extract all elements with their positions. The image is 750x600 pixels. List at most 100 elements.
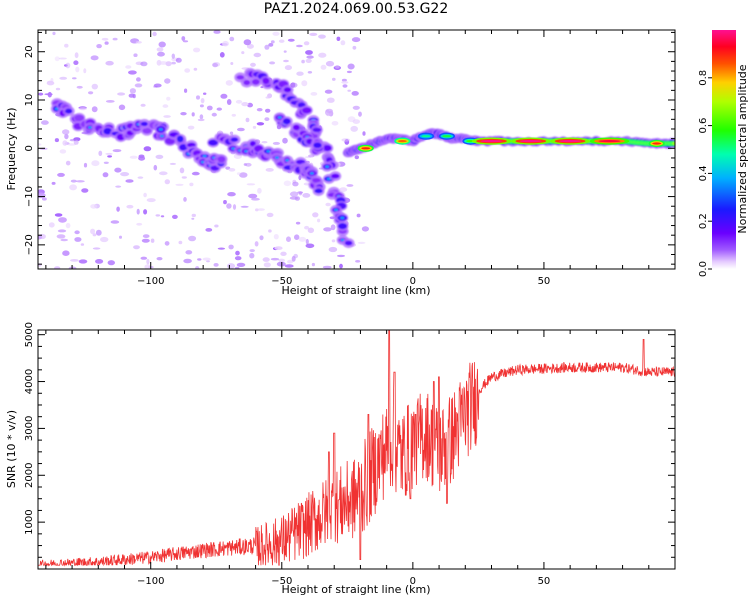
heatmap-noise-blob <box>80 243 85 246</box>
heatmap-noise-blob <box>135 41 142 44</box>
heatmap-noise-blob <box>268 229 272 233</box>
heatmap-noise-blob <box>146 258 150 265</box>
ridge-blob <box>331 173 340 179</box>
heatmap-noise-blob <box>146 198 156 203</box>
heatmap-noise-blob <box>246 183 256 186</box>
heatmap-noise-blob <box>127 70 137 75</box>
ridge-blob <box>217 156 226 163</box>
heatmap-noise-blob <box>107 155 112 158</box>
heatmap-noise-blob <box>42 197 47 201</box>
heatmap-noise-blob <box>68 266 77 269</box>
ridge-core <box>275 156 279 159</box>
y-tick-label: 2000 <box>24 463 35 488</box>
heatmap-noise-blob <box>352 119 360 124</box>
colorbar-gradient <box>712 30 736 269</box>
heatmap-noise-blob <box>90 204 98 209</box>
ridge-blob <box>283 87 292 93</box>
heatmap-noise-blob <box>283 50 287 53</box>
heatmap-noise-blob <box>67 143 77 146</box>
heatmap-noise-blob <box>41 120 49 125</box>
heatmap-noise-blob <box>264 44 270 50</box>
heatmap-noise-blob <box>358 111 362 117</box>
heatmap-noise-blob <box>140 61 148 67</box>
heatmap-noise-blob <box>284 264 294 268</box>
heatmap-noise-blob <box>249 252 255 259</box>
heatmap-noise-blob <box>241 51 245 55</box>
heatmap-noise-blob <box>183 197 187 202</box>
heatmap-noise-blob <box>59 76 68 80</box>
heatmap-noise-blob <box>287 38 295 42</box>
ridge-blob <box>243 80 251 86</box>
heatmap-noise-blob <box>347 63 355 70</box>
heatmap-noise-blob <box>183 258 192 264</box>
heatmap-noise-blob <box>64 43 69 48</box>
ridge-blob <box>176 135 184 143</box>
heatmap-noise-blob <box>143 209 148 215</box>
heatmap-noise-blob <box>54 266 61 269</box>
heatmap-noise-blob <box>318 52 327 58</box>
heatmap-noise-blob <box>262 257 270 262</box>
heatmap-noise-blob <box>181 176 187 179</box>
heatmap-noise-blob <box>100 236 109 243</box>
heatmap-noise-blob <box>341 78 347 82</box>
snr-x-axis-label: Height of straight line (km) <box>281 583 430 596</box>
heatmap-noise-blob <box>191 171 200 176</box>
heatmap-noise-blob <box>138 156 146 161</box>
heatmap-noise-blob <box>235 250 240 256</box>
ridge-blob <box>314 188 323 194</box>
heatmap-noise-blob <box>153 83 162 88</box>
heatmap-noise-blob <box>81 188 89 193</box>
heatmap-noise-blob <box>330 224 336 231</box>
heatmap-noise-blob <box>191 217 195 220</box>
heatmap-noise-blob <box>265 108 271 113</box>
heatmap-noise-blob <box>307 227 315 234</box>
heatmap-noise-blob <box>197 258 202 261</box>
heatmap-noise-blob <box>249 249 255 253</box>
heatmap-noise-blob <box>320 64 327 70</box>
heatmap-noise-blob <box>64 133 69 140</box>
heatmap-noise-blob <box>136 208 140 215</box>
heatmap-noise-blob <box>283 180 292 187</box>
ridge-blob <box>292 124 300 131</box>
heatmap-noise-blob <box>305 58 312 64</box>
hotspot-core <box>421 135 431 138</box>
heatmap-noise-blob <box>140 256 148 260</box>
heatmap-noise-blob <box>156 59 162 66</box>
y-tick-label: −10 <box>24 186 35 207</box>
heatmap-noise-blob <box>110 220 120 224</box>
heatmap-noise-blob <box>339 187 348 192</box>
heatmap-noise-blob <box>156 257 163 261</box>
heatmap-noise-blob <box>340 40 346 46</box>
x-tick-label: 50 <box>538 276 551 287</box>
ridge-blob <box>236 75 245 80</box>
heatmap-noise-blob <box>202 257 211 261</box>
heatmap-noise-blob <box>342 84 348 88</box>
heatmap-noise-blob <box>136 77 141 82</box>
spectrogram-x-axis-label: Height of straight line (km) <box>281 284 430 297</box>
heatmap-noise-blob <box>152 31 157 37</box>
heatmap-noise-blob <box>309 32 318 37</box>
heatmap-noise-blob <box>69 138 76 142</box>
heatmap-noise-blob <box>91 160 100 167</box>
heatmap-noise-blob <box>270 40 275 44</box>
heatmap-noise-blob <box>171 53 175 59</box>
heatmap-noise-blob <box>226 263 236 269</box>
heatmap-noise-blob <box>206 260 210 263</box>
y-tick-label: 3000 <box>24 416 35 441</box>
heatmap-noise-blob <box>272 141 280 145</box>
heatmap-noise-blob <box>239 172 248 178</box>
heatmap-noise-blob <box>237 127 245 132</box>
heatmap-noise-blob <box>312 212 319 218</box>
y-tick-label: 5000 <box>24 322 35 347</box>
ridge-blob <box>65 108 73 114</box>
ridge-blob <box>282 118 291 125</box>
hotspot-core <box>361 147 371 150</box>
band-yellow <box>672 141 675 146</box>
heatmap-noise-blob <box>118 104 126 111</box>
heatmap-noise-blob <box>212 63 219 68</box>
figure-title: PAZ1.2024.069.00.53.G22 <box>263 1 449 17</box>
ridge-core <box>340 216 345 220</box>
ridge-blob <box>344 240 353 246</box>
heatmap-noise-blob <box>133 53 138 57</box>
